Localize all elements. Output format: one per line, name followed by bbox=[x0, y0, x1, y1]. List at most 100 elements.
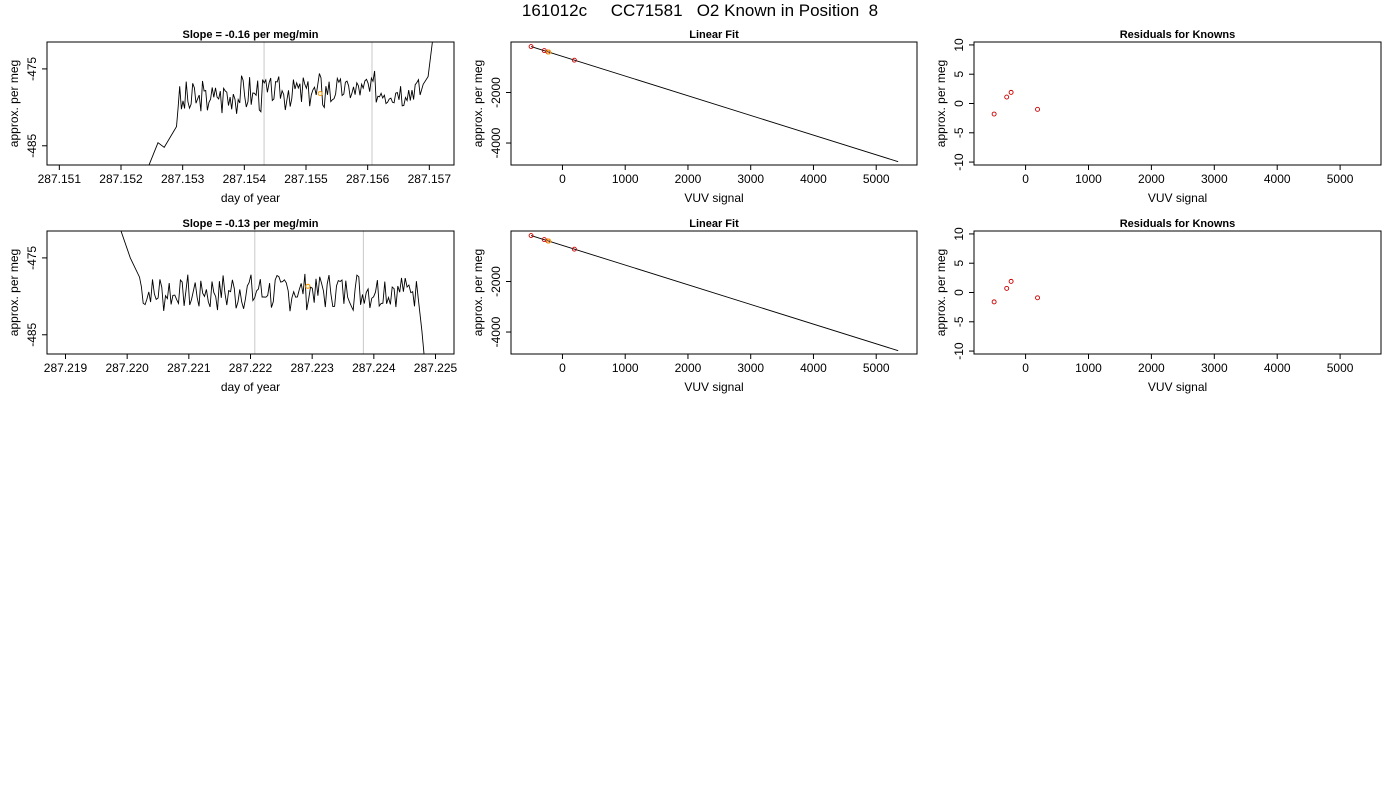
chart-title: Residuals for Knowns bbox=[1120, 218, 1236, 230]
highlight-point bbox=[546, 238, 552, 244]
data-point bbox=[1035, 106, 1040, 112]
x-tick-label: 287.222 bbox=[229, 361, 273, 375]
x-tick-label: 0 bbox=[1022, 172, 1029, 186]
x-tick-label: 287.220 bbox=[105, 361, 149, 375]
panel-1: Slope = -0.16 per meg/min 287.151 287.152 2… bbox=[7, 29, 455, 205]
data-point bbox=[571, 57, 577, 63]
panel-2: Linear Fit 0 1000 2000 3000 4000 5000 VUV signa… bbox=[471, 29, 918, 205]
x-tick-label: 2000 bbox=[675, 361, 702, 375]
x-tick-label: 287.153 bbox=[161, 172, 205, 186]
highlight-point bbox=[305, 283, 311, 289]
y-tick-label: -4000 bbox=[489, 127, 503, 158]
panel-3: Residuals for Knowns 0 1000 2000 3000 4000 500… bbox=[934, 29, 1382, 205]
chart-title: Slope = -0.13 per meg/min bbox=[182, 218, 318, 230]
plot-frame bbox=[46, 41, 455, 166]
highlight-point bbox=[317, 90, 323, 97]
x-tick-label: 287.221 bbox=[167, 361, 211, 375]
data-point bbox=[991, 111, 997, 117]
data-point bbox=[571, 246, 577, 252]
x-axis-label: VUV signal bbox=[684, 380, 743, 394]
y-tick-label: 10 bbox=[952, 38, 966, 52]
plot-area bbox=[991, 89, 1040, 117]
plot-area bbox=[991, 278, 1040, 305]
panel-6: Residuals for Knowns 0 1000 2000 3000 4000 500… bbox=[934, 218, 1382, 394]
y-tick-label: 0 bbox=[952, 100, 966, 107]
y-tick-label: 0 bbox=[952, 289, 966, 296]
x-tick-label: 287.225 bbox=[414, 361, 458, 375]
y-tick-label: -10 bbox=[952, 342, 966, 360]
x-tick-label: 4000 bbox=[1264, 361, 1291, 375]
x-tick-label: 4000 bbox=[1264, 172, 1291, 186]
plot-area bbox=[528, 233, 899, 352]
y-tick-label: -475 bbox=[25, 246, 39, 270]
data-trace bbox=[120, 231, 425, 354]
x-tick-label: 1000 bbox=[1075, 361, 1102, 375]
y-tick-label: -5 bbox=[952, 316, 966, 327]
data-point bbox=[1008, 89, 1014, 95]
plot-area bbox=[148, 42, 433, 165]
plot-frame bbox=[510, 230, 918, 355]
chart-title: Linear Fit bbox=[689, 29, 739, 41]
y-tick-label: -10 bbox=[952, 153, 966, 171]
plot-frame bbox=[46, 230, 455, 355]
x-tick-label: 287.224 bbox=[352, 361, 396, 375]
plot-frame bbox=[510, 41, 918, 166]
y-axis-label: approx. per meg bbox=[7, 60, 21, 147]
y-axis-label: approx. per meg bbox=[7, 249, 21, 336]
y-tick-label: -2000 bbox=[489, 77, 503, 108]
x-tick-label: 1000 bbox=[612, 361, 639, 375]
x-axis-label: VUV signal bbox=[1148, 191, 1207, 205]
data-point bbox=[1004, 285, 1010, 291]
x-tick-label: 3000 bbox=[737, 172, 764, 186]
chart-title: Residuals for Knowns bbox=[1120, 29, 1236, 41]
y-tick-label: -4000 bbox=[489, 316, 503, 347]
x-axis-label: day of year bbox=[221, 191, 280, 205]
fit-line bbox=[530, 46, 899, 163]
x-axis-label: day of year bbox=[221, 380, 280, 394]
data-point bbox=[528, 233, 534, 238]
y-axis-label: approx. per meg bbox=[471, 249, 485, 336]
data-trace bbox=[148, 42, 433, 165]
data-point bbox=[528, 44, 534, 49]
x-tick-label: 287.223 bbox=[290, 361, 334, 375]
x-axis-label: VUV signal bbox=[684, 191, 743, 205]
x-tick-label: 287.155 bbox=[284, 172, 328, 186]
x-tick-label: 1000 bbox=[1075, 172, 1102, 186]
x-tick-label: 287.152 bbox=[99, 172, 143, 186]
x-tick-label: 5000 bbox=[863, 361, 890, 375]
y-axis-label: approx. per meg bbox=[471, 60, 485, 147]
page-title: 161012c CC71581 O2 Known in Position 8 bbox=[521, 1, 879, 20]
x-tick-label: 4000 bbox=[800, 172, 827, 186]
x-tick-label: 1000 bbox=[612, 172, 639, 186]
x-tick-label: 2000 bbox=[1138, 172, 1165, 186]
fit-line bbox=[530, 235, 899, 352]
x-tick-label: 0 bbox=[1022, 361, 1029, 375]
x-tick-label: 3000 bbox=[1201, 172, 1228, 186]
x-tick-label: 3000 bbox=[1201, 361, 1228, 375]
data-point bbox=[1035, 295, 1040, 301]
y-axis-label: approx. per meg bbox=[934, 60, 948, 147]
x-tick-label: 0 bbox=[559, 361, 566, 375]
y-tick-label: 5 bbox=[952, 260, 966, 267]
x-tick-label: 287.154 bbox=[223, 172, 267, 186]
y-tick-label: 10 bbox=[952, 227, 966, 241]
plot-frame bbox=[973, 41, 1382, 166]
panel-5: Linear Fit 0 1000 2000 3000 4000 5000 VUV signa… bbox=[471, 218, 918, 394]
x-tick-label: 0 bbox=[559, 172, 566, 186]
x-axis-label: VUV signal bbox=[1148, 380, 1207, 394]
x-tick-label: 3000 bbox=[737, 361, 764, 375]
x-tick-label: 287.219 bbox=[44, 361, 88, 375]
x-tick-label: 4000 bbox=[800, 361, 827, 375]
x-tick-label: 287.156 bbox=[346, 172, 390, 186]
data-point bbox=[1004, 94, 1010, 100]
y-tick-label: -475 bbox=[25, 57, 39, 81]
chart-title: Slope = -0.16 per meg/min bbox=[182, 29, 318, 41]
x-tick-label: 2000 bbox=[1138, 361, 1165, 375]
plot-frame bbox=[973, 230, 1382, 355]
y-tick-label: -5 bbox=[952, 127, 966, 138]
y-axis-label: approx. per meg bbox=[934, 249, 948, 336]
y-tick-label: 5 bbox=[952, 71, 966, 78]
x-tick-label: 287.151 bbox=[38, 172, 82, 186]
y-tick-label: -485 bbox=[25, 133, 39, 157]
